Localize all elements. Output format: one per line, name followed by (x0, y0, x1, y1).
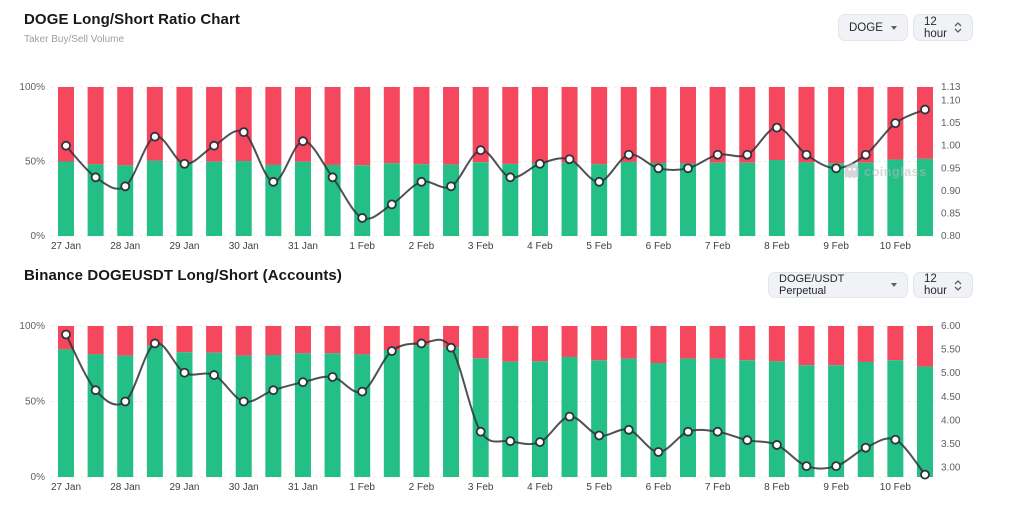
svg-text:50%: 50% (25, 397, 45, 408)
svg-text:29 Jan: 29 Jan (169, 482, 199, 493)
svg-text:27 Jan: 27 Jan (51, 482, 81, 493)
svg-text:6 Feb: 6 Feb (646, 241, 672, 252)
svg-text:31 Jan: 31 Jan (288, 482, 318, 493)
svg-text:10 Feb: 10 Feb (880, 241, 912, 252)
svg-text:5 Feb: 5 Feb (586, 482, 612, 493)
svg-text:5.50: 5.50 (941, 345, 961, 356)
svg-text:27 Jan: 27 Jan (51, 241, 81, 252)
svg-text:4.50: 4.50 (941, 392, 961, 403)
svg-text:4.00: 4.00 (941, 415, 961, 426)
svg-text:6.00: 6.00 (941, 321, 961, 332)
svg-text:0%: 0% (31, 231, 46, 242)
svg-text:3 Feb: 3 Feb (468, 241, 494, 252)
spinner-up-down-icon (954, 279, 962, 291)
svg-text:100%: 100% (19, 321, 45, 332)
accounts-chart-title: Binance DOGEUSDT Long/Short (Accounts) (24, 267, 342, 284)
svg-text:4 Feb: 4 Feb (527, 482, 553, 493)
svg-text:9 Feb: 9 Feb (823, 482, 849, 493)
svg-text:6 Feb: 6 Feb (646, 482, 672, 493)
chevron-down-icon (891, 25, 897, 30)
svg-text:7 Feb: 7 Feb (705, 241, 731, 252)
svg-text:9 Feb: 9 Feb (823, 241, 849, 252)
svg-text:10 Feb: 10 Feb (880, 482, 912, 493)
interval-select-taker[interactable]: 12 hour (913, 14, 973, 41)
svg-text:100%: 100% (19, 82, 45, 93)
symbol-select[interactable]: DOGE (838, 14, 908, 41)
svg-text:0%: 0% (31, 472, 46, 483)
svg-text:1 Feb: 1 Feb (349, 482, 375, 493)
taker-ratio-chart-plot[interactable]: 100% 50% 0% 1.13 1.10 1.05 1.00 0.95 0.90 0.85 0.8… (19, 82, 960, 252)
svg-text:5 Feb: 5 Feb (586, 241, 612, 252)
spinner-up-down-icon (954, 22, 962, 33)
taker-chart-subtitle: Taker Buy/Sell Volume (24, 34, 125, 45)
svg-text:50%: 50% (25, 157, 45, 168)
svg-text:3.00: 3.00 (941, 463, 961, 474)
pair-select[interactable]: DOGE/USDT Perpetual (768, 272, 908, 298)
svg-text:1.10: 1.10 (941, 96, 961, 107)
svg-text:1.00: 1.00 (941, 141, 961, 152)
svg-text:30 Jan: 30 Jan (229, 482, 259, 493)
svg-text:8 Feb: 8 Feb (764, 241, 790, 252)
svg-text:8 Feb: 8 Feb (764, 482, 790, 493)
svg-text:0.85: 0.85 (941, 208, 961, 219)
svg-text:0.90: 0.90 (941, 186, 961, 197)
svg-text:5.00: 5.00 (941, 368, 961, 379)
svg-text:3 Feb: 3 Feb (468, 482, 494, 493)
svg-text:3.50: 3.50 (941, 439, 961, 450)
interval-select-accounts-value: 12 hour (924, 273, 948, 297)
svg-text:28 Jan: 28 Jan (110, 482, 140, 493)
taker-chart-title: DOGE Long/Short Ratio Chart (24, 11, 241, 28)
svg-text:1.13: 1.13 (941, 82, 961, 93)
svg-text:28 Jan: 28 Jan (110, 241, 140, 252)
symbol-select-value: DOGE (849, 21, 883, 34)
chevron-down-icon (891, 283, 897, 287)
svg-text:30 Jan: 30 Jan (229, 241, 259, 252)
svg-text:2 Feb: 2 Feb (409, 241, 435, 252)
svg-text:1 Feb: 1 Feb (349, 241, 375, 252)
svg-text:0.95: 0.95 (941, 163, 961, 174)
interval-select-accounts[interactable]: 12 hour (913, 272, 973, 298)
svg-text:7 Feb: 7 Feb (705, 482, 731, 493)
svg-text:4 Feb: 4 Feb (527, 241, 553, 252)
svg-text:2 Feb: 2 Feb (409, 482, 435, 493)
svg-text:31 Jan: 31 Jan (288, 241, 318, 252)
pair-select-value: DOGE/USDT Perpetual (779, 273, 845, 297)
interval-select-taker-value: 12 hour (924, 15, 948, 40)
svg-text:0.80: 0.80 (941, 231, 961, 242)
svg-text:1.05: 1.05 (941, 118, 961, 129)
svg-text:29 Jan: 29 Jan (169, 241, 199, 252)
accounts-ratio-chart-plot[interactable]: 100% 50% 0% 6.00 5.50 5.00 4.50 4.00 3.50 3.00 27 … (19, 321, 960, 493)
